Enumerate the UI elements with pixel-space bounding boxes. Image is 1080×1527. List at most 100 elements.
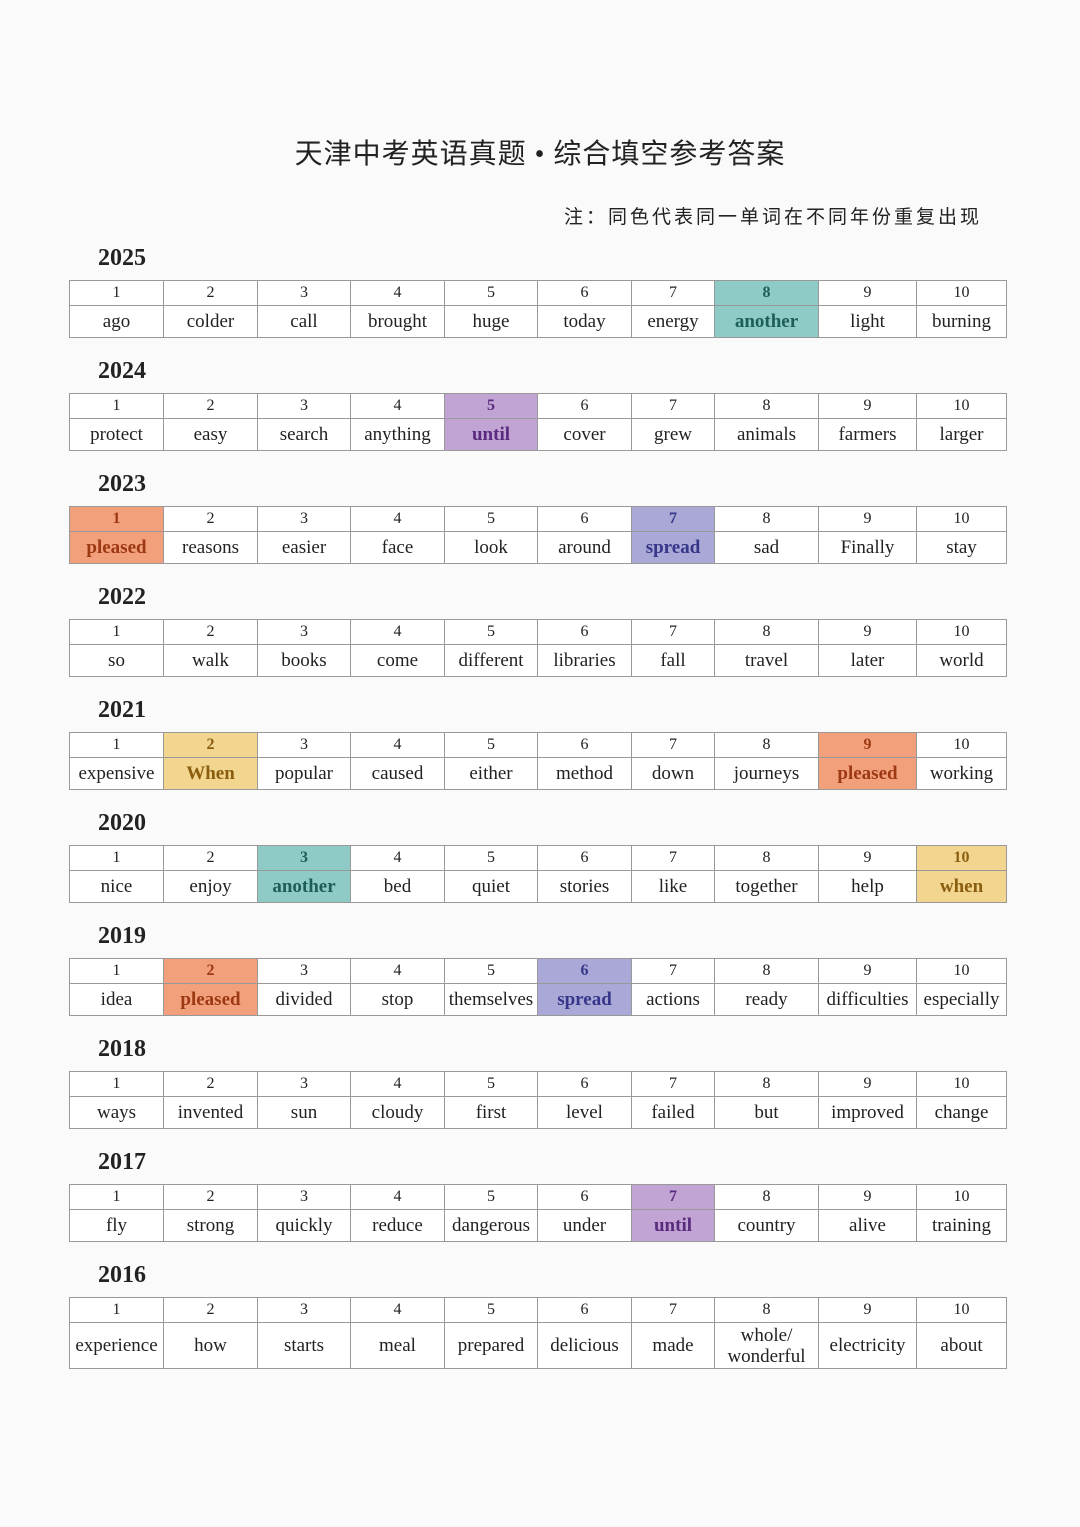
year-label: 2022: [98, 584, 146, 610]
blank-number: 7: [631, 619, 715, 645]
answer-word: especially: [916, 983, 1007, 1016]
answer-word: ways: [69, 1096, 164, 1129]
answer-table: 1 2 3 4 5 6 7 8 9 10 expensive When popular caused eit…: [69, 732, 1007, 790]
answer-word: first: [444, 1096, 538, 1129]
answer-word: reduce: [350, 1209, 445, 1242]
answer-table: 1 2 3 4 5 6 7 8 9 10 pleased reasons easier face look a…: [69, 506, 1007, 564]
blank-number: 4: [350, 280, 445, 306]
answer-word: travel: [714, 644, 819, 677]
blank-number: 5: [444, 732, 538, 758]
blank-number: 6: [537, 280, 632, 306]
answer-word: failed: [631, 1096, 715, 1129]
answer-word: ready: [714, 983, 819, 1016]
answer-word: until: [631, 1209, 715, 1242]
blank-number: 5: [444, 393, 538, 419]
answer-word: how: [163, 1322, 258, 1369]
blank-number: 7: [631, 393, 715, 419]
answer-word: spread: [537, 983, 632, 1016]
answer-word: working: [916, 757, 1007, 790]
blank-number: 6: [537, 619, 632, 645]
blank-number: 3: [257, 393, 351, 419]
answer-word: strong: [163, 1209, 258, 1242]
blank-number: 2: [163, 393, 258, 419]
answer-word: so: [69, 644, 164, 677]
answer-word: grew: [631, 418, 715, 451]
blank-number: 10: [916, 1071, 1007, 1097]
blank-number: 7: [631, 280, 715, 306]
answer-word: difficulties: [818, 983, 917, 1016]
answer-word: call: [257, 305, 351, 338]
answer-word: spread: [631, 531, 715, 564]
year-label: 2018: [98, 1036, 146, 1062]
word-row: nice enjoy another bed quiet stories like toget…: [69, 870, 1007, 903]
answer-table: 1 2 3 4 5 6 7 8 9 10 protect easy search anything unti…: [69, 393, 1007, 451]
blank-number: 10: [916, 506, 1007, 532]
blank-number: 4: [350, 1184, 445, 1210]
answer-word: dangerous: [444, 1209, 538, 1242]
answer-word: later: [818, 644, 917, 677]
blank-number: 5: [444, 506, 538, 532]
answer-word: around: [537, 531, 632, 564]
blank-number: 6: [537, 958, 632, 984]
answer-table: 1 2 3 4 5 6 7 8 9 10 fly strong quickly reduce dangero…: [69, 1184, 1007, 1242]
blank-number: 1: [69, 1297, 164, 1323]
blank-number: 2: [163, 619, 258, 645]
answer-word: enjoy: [163, 870, 258, 903]
blank-number: 10: [916, 1297, 1007, 1323]
blank-number: 1: [69, 1071, 164, 1097]
answer-word: pleased: [163, 983, 258, 1016]
number-row: 1 2 3 4 5 6 7 8 9 10: [69, 1297, 1007, 1323]
answer-word: pleased: [69, 531, 164, 564]
blank-number: 10: [916, 958, 1007, 984]
answer-word: stories: [537, 870, 632, 903]
blank-number: 6: [537, 393, 632, 419]
answer-word: caused: [350, 757, 445, 790]
answer-word: energy: [631, 305, 715, 338]
answer-word: journeys: [714, 757, 819, 790]
answer-word: prepared: [444, 1322, 538, 1369]
answer-word: brought: [350, 305, 445, 338]
blank-number: 7: [631, 1297, 715, 1323]
answer-word: but: [714, 1096, 819, 1129]
answer-word: electricity: [818, 1322, 917, 1369]
answer-word: fly: [69, 1209, 164, 1242]
blank-number: 5: [444, 1184, 538, 1210]
blank-number: 6: [537, 732, 632, 758]
answer-word: help: [818, 870, 917, 903]
answer-word: together: [714, 870, 819, 903]
blank-number: 4: [350, 619, 445, 645]
answer-word: colder: [163, 305, 258, 338]
answer-word: meal: [350, 1322, 445, 1369]
blank-number: 8: [714, 1184, 819, 1210]
number-row: 1 2 3 4 5 6 7 8 9 10: [69, 732, 1007, 758]
blank-number: 7: [631, 732, 715, 758]
answer-word: level: [537, 1096, 632, 1129]
blank-number: 8: [714, 506, 819, 532]
blank-number: 6: [537, 1297, 632, 1323]
blank-number: 1: [69, 845, 164, 871]
blank-number: 9: [818, 619, 917, 645]
answer-word: burning: [916, 305, 1007, 338]
answer-table: 1 2 3 4 5 6 7 8 9 10 ways invented sun cloudy first lev…: [69, 1071, 1007, 1129]
blank-number: 9: [818, 958, 917, 984]
title: 天津中考英语真题 • 综合填空参考答案: [294, 139, 786, 170]
answer-word: starts: [257, 1322, 351, 1369]
blank-number: 9: [818, 1297, 917, 1323]
number-row: 1 2 3 4 5 6 7 8 9 10: [69, 280, 1007, 306]
blank-number: 8: [714, 393, 819, 419]
blank-number: 8: [714, 958, 819, 984]
blank-number: 7: [631, 1184, 715, 1210]
answer-word: delicious: [537, 1322, 632, 1369]
blank-number: 7: [631, 1071, 715, 1097]
blank-number: 6: [537, 845, 632, 871]
blank-number: 3: [257, 1071, 351, 1097]
blank-number: 2: [163, 1184, 258, 1210]
blank-number: 1: [69, 1184, 164, 1210]
answer-word: cloudy: [350, 1096, 445, 1129]
answer-word: invented: [163, 1096, 258, 1129]
blank-number: 9: [818, 506, 917, 532]
answer-word: face: [350, 531, 445, 564]
answer-word: about: [916, 1322, 1007, 1369]
answer-word: sun: [257, 1096, 351, 1129]
